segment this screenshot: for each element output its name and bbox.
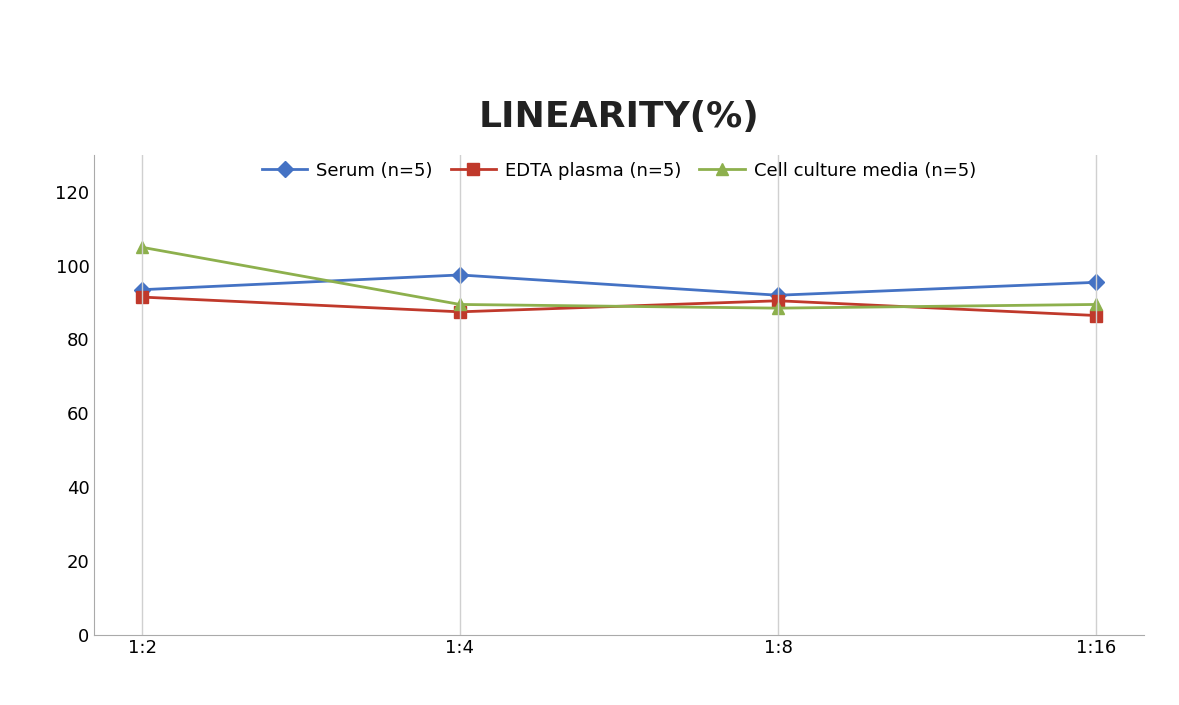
Serum (n=5)	[771, 291, 785, 300]
Legend: Serum (n=5), EDTA plasma (n=5), Cell culture media (n=5): Serum (n=5), EDTA plasma (n=5), Cell cul…	[255, 154, 983, 187]
Cell culture media (n=5)	[134, 243, 149, 252]
Line: Cell culture media (n=5): Cell culture media (n=5)	[137, 242, 1101, 314]
EDTA plasma (n=5)	[134, 293, 149, 301]
Cell culture media (n=5)	[771, 304, 785, 312]
EDTA plasma (n=5)	[771, 297, 785, 305]
Line: EDTA plasma (n=5): EDTA plasma (n=5)	[137, 292, 1101, 321]
Serum (n=5)	[1089, 278, 1104, 286]
Cell culture media (n=5)	[453, 300, 467, 309]
EDTA plasma (n=5)	[453, 307, 467, 316]
EDTA plasma (n=5)	[1089, 312, 1104, 320]
Serum (n=5)	[453, 271, 467, 279]
Cell culture media (n=5)	[1089, 300, 1104, 309]
Serum (n=5)	[134, 286, 149, 294]
Title: LINEARITY(%): LINEARITY(%)	[479, 100, 759, 135]
Line: Serum (n=5): Serum (n=5)	[137, 269, 1101, 301]
